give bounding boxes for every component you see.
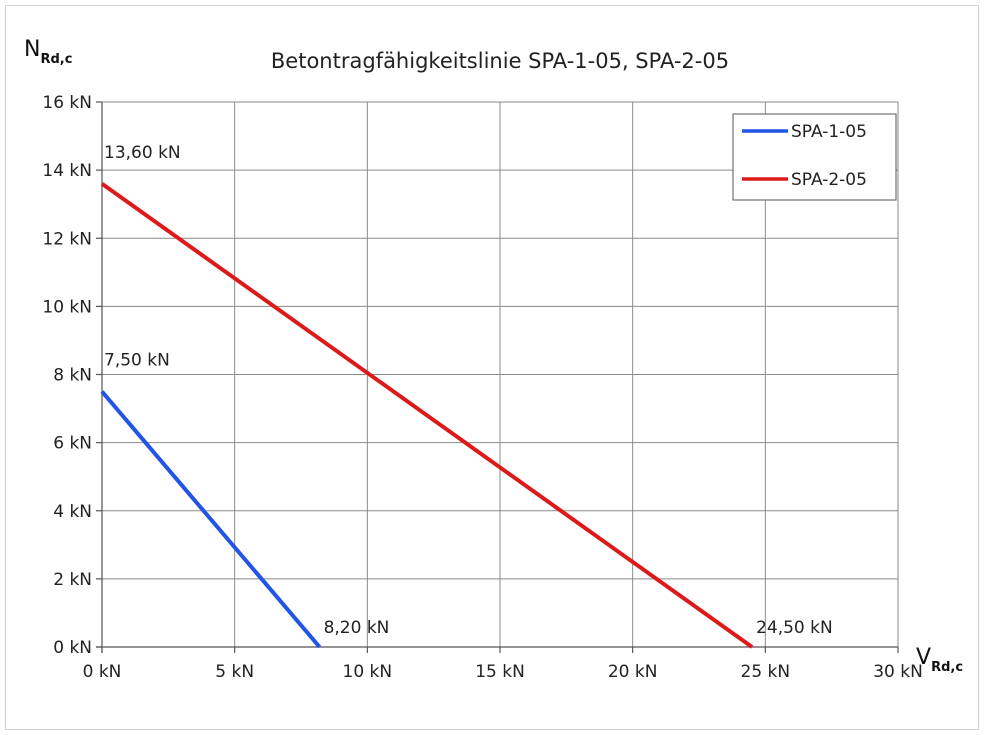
y-tick-label: 4 kN	[53, 502, 92, 522]
legend-label-spa-1-05: SPA-1-05	[791, 122, 867, 142]
y-tick-label: 14 kN	[42, 161, 92, 181]
x-tick-labels: 0 kN 5 kN 10 kN 15 kN 20 kN 25 kN 30 kN	[83, 662, 923, 682]
legend-label-spa-2-05: SPA-2-05	[791, 170, 867, 190]
chart-title: Betontragfähigkeitslinie SPA-1-05, SPA-2…	[271, 49, 729, 73]
y-tick-label: 8 kN	[53, 366, 92, 386]
x-axis-label: VRd,c	[916, 645, 963, 675]
y-tick-label: 6 kN	[53, 434, 92, 454]
y-tick-label: 2 kN	[53, 570, 92, 590]
x-axis-label-main: V	[916, 645, 931, 670]
y-tick-label: 16 kN	[42, 93, 92, 113]
data-label: 8,20 kN	[324, 618, 390, 638]
x-tick-label: 20 kN	[608, 662, 658, 682]
y-tick-label: 10 kN	[42, 297, 92, 317]
x-tick-label: 25 kN	[741, 662, 791, 682]
y-axis-label-main: N	[24, 37, 40, 62]
data-label: 24,50 kN	[756, 618, 833, 638]
series-lines	[100, 182, 754, 649]
series-line-spa-1-05	[100, 390, 322, 649]
x-tick-label: 10 kN	[343, 662, 393, 682]
legend: SPA-1-05 SPA-2-05	[732, 113, 897, 201]
x-axis-label-sub: Rd,c	[931, 660, 963, 675]
axes	[96, 101, 899, 653]
x-tick-label: 15 kN	[475, 662, 525, 682]
y-tick-label: 0 kN	[53, 638, 92, 658]
y-tick-labels: 0 kN 2 kN 4 kN 6 kN 8 kN 10 kN 12 kN 14 kN 16 kN	[42, 93, 92, 658]
data-label: 7,50 kN	[104, 351, 170, 371]
legend-box	[732, 113, 897, 201]
y-axis-label-sub: Rd,c	[40, 52, 72, 67]
x-tick-label: 30 kN	[873, 662, 923, 682]
data-label: 13,60 kN	[104, 143, 181, 163]
y-axis-label: NRd,c	[24, 37, 72, 67]
x-tick-label: 0 kN	[83, 662, 122, 682]
series-line-spa-2-05	[100, 182, 754, 649]
x-tick-label: 5 kN	[215, 662, 254, 682]
data-annotations: 13,60 kN 7,50 kN 8,20 kN 24,50 kN	[104, 143, 833, 638]
y-tick-label: 12 kN	[42, 229, 92, 249]
